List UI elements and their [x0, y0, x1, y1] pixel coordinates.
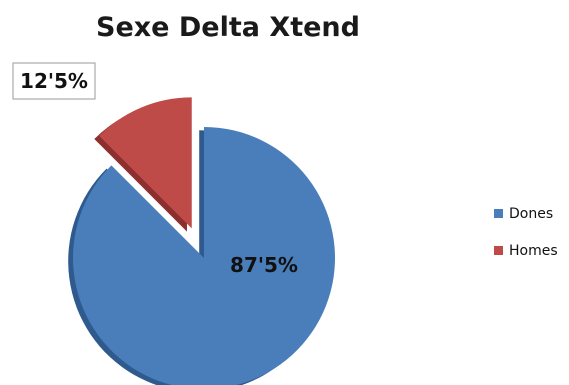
legend-label-dones: Dones: [509, 206, 553, 222]
pie-slice-face-dones: [73, 127, 335, 385]
pie-slice-face-homes: [99, 97, 192, 229]
legend: Dones Homes: [494, 206, 558, 259]
legend-swatch-homes: [494, 246, 503, 255]
legend-label-homes: Homes: [509, 243, 558, 259]
pie-slice-dones: [68, 127, 335, 385]
chart-title: Sexe Delta Xtend: [96, 12, 360, 43]
pie-slices: [68, 97, 335, 385]
pie-slice-homes: [94, 97, 192, 232]
data-label-homes: 12'5%: [20, 69, 88, 93]
data-label-box-homes: [12, 62, 96, 100]
data-label-dones: 87'5%: [230, 253, 298, 277]
legend-swatch-dones: [494, 209, 503, 218]
data-labels: 87'5% 12'5%: [12, 62, 298, 277]
